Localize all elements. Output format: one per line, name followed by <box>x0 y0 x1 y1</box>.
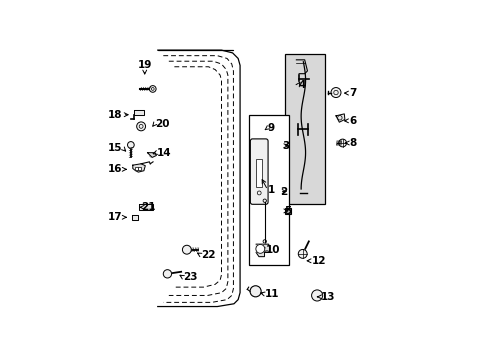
Bar <box>138 167 141 170</box>
Text: 4: 4 <box>298 80 305 90</box>
Bar <box>286 209 290 212</box>
Bar <box>285 208 291 214</box>
Text: 18: 18 <box>108 110 122 120</box>
Circle shape <box>182 245 191 254</box>
Text: 23: 23 <box>183 273 198 283</box>
Circle shape <box>249 286 261 297</box>
Circle shape <box>255 244 264 253</box>
Text: 21: 21 <box>141 202 155 212</box>
Text: 2: 2 <box>279 186 286 197</box>
Polygon shape <box>256 244 269 257</box>
Text: 10: 10 <box>265 245 280 255</box>
Text: 22: 22 <box>201 250 215 260</box>
Polygon shape <box>139 204 153 210</box>
Text: 11: 11 <box>264 289 279 299</box>
FancyBboxPatch shape <box>250 139 267 204</box>
Text: 16: 16 <box>108 164 122 174</box>
Polygon shape <box>335 114 344 122</box>
Circle shape <box>137 122 145 131</box>
Polygon shape <box>132 215 137 220</box>
Bar <box>255 159 262 187</box>
Circle shape <box>298 249 306 258</box>
Text: 17: 17 <box>108 212 122 222</box>
Bar <box>135 167 137 170</box>
Bar <box>285 54 325 204</box>
Text: 14: 14 <box>156 148 171 158</box>
Circle shape <box>330 87 340 98</box>
Text: 6: 6 <box>348 116 356 126</box>
Polygon shape <box>133 110 143 115</box>
Text: 5: 5 <box>284 206 291 216</box>
Text: 9: 9 <box>267 123 274 133</box>
Text: 8: 8 <box>348 138 356 148</box>
Text: 19: 19 <box>137 59 152 69</box>
Bar <box>249 115 289 265</box>
Circle shape <box>149 86 156 92</box>
Text: 7: 7 <box>348 88 356 98</box>
Circle shape <box>311 290 322 301</box>
Text: 1: 1 <box>267 185 274 195</box>
Circle shape <box>338 139 346 147</box>
Text: 13: 13 <box>320 292 335 302</box>
Polygon shape <box>133 164 145 172</box>
Text: 20: 20 <box>155 118 169 129</box>
Circle shape <box>127 141 134 148</box>
Text: 3: 3 <box>282 141 289 151</box>
Text: 12: 12 <box>311 256 325 266</box>
Polygon shape <box>147 153 156 157</box>
Circle shape <box>163 270 171 278</box>
Text: 15: 15 <box>108 143 122 153</box>
